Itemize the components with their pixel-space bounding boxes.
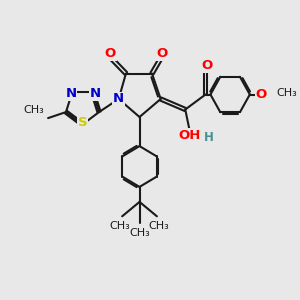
Text: CH₃: CH₃	[277, 88, 298, 98]
Text: N: N	[113, 92, 124, 106]
Text: OH: OH	[178, 129, 200, 142]
Text: CH₃: CH₃	[110, 221, 130, 231]
Text: O: O	[104, 46, 116, 60]
Text: N: N	[89, 87, 100, 100]
Text: H: H	[204, 130, 214, 144]
Text: CH₃: CH₃	[129, 228, 150, 238]
Text: S: S	[78, 116, 87, 130]
Text: O: O	[256, 88, 267, 101]
Text: CH₃: CH₃	[24, 105, 45, 115]
Text: N: N	[65, 87, 76, 100]
Text: O: O	[201, 58, 213, 72]
Text: O: O	[157, 46, 168, 60]
Text: CH₃: CH₃	[149, 221, 170, 231]
